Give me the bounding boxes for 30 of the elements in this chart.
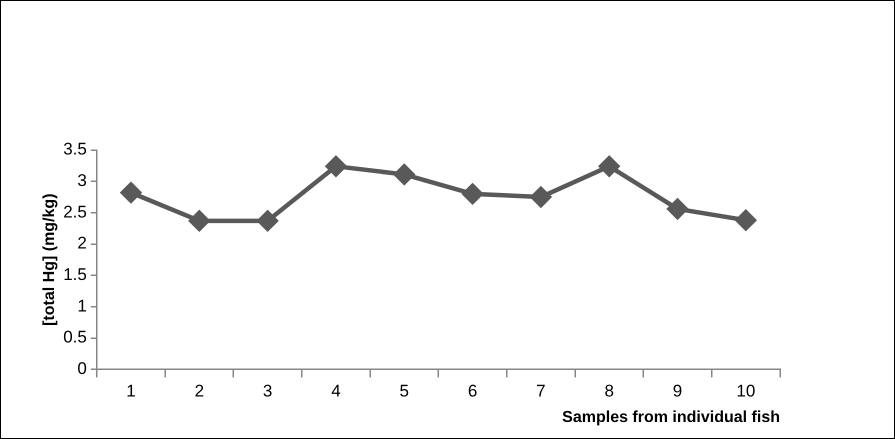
x-tick-label: 9	[672, 381, 682, 400]
y-tick-label: 1.5	[63, 265, 87, 284]
y-tick-label: 3.5	[63, 140, 87, 159]
point	[257, 210, 278, 232]
x-tick-label: 7	[536, 381, 546, 400]
y-tick-label: 1	[77, 296, 87, 316]
y-tick-label: 2	[77, 234, 87, 253]
x-tick-label: 4	[331, 381, 341, 400]
x-tick-label: 6	[468, 381, 478, 400]
point	[736, 210, 756, 230]
x-tick-label: 10	[736, 381, 756, 400]
point	[462, 184, 483, 204]
point	[667, 198, 688, 220]
x-tick-label: 3	[262, 381, 272, 400]
point	[598, 156, 620, 177]
x-tick-label: 2	[194, 381, 204, 400]
point	[120, 182, 142, 203]
y-tick-label: 0.5	[63, 328, 87, 347]
x-tick-label: 8	[604, 381, 614, 400]
y-tick-label: 0	[77, 359, 87, 378]
y-tick-label: 2.5	[63, 202, 87, 222]
point	[394, 164, 415, 185]
x-axis-title: Samples from individual fish	[562, 408, 780, 426]
point	[326, 156, 346, 177]
y-axis-title: [total Hg] (mg/kg)	[41, 193, 58, 326]
point	[530, 186, 552, 208]
y-tick-label: 3	[77, 171, 87, 190]
x-tick-label: 1	[126, 381, 136, 400]
x-tick-label: 5	[400, 381, 409, 400]
point	[189, 210, 210, 232]
